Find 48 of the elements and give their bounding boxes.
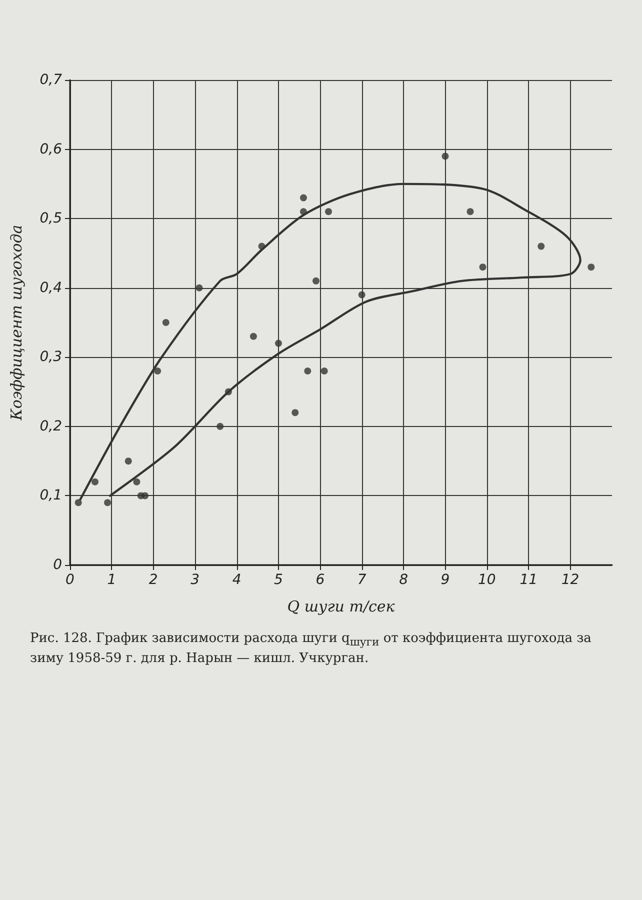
point [92,478,99,486]
y-tick-label: 0,5 [40,210,62,227]
point [304,368,312,374]
point [74,499,82,506]
x-tick-label: 1 [107,572,116,588]
point [479,264,486,271]
x-tick-label: 12 [561,572,580,588]
point [274,340,282,347]
point [250,332,257,340]
point [300,194,307,202]
x-tick-label: 0 [66,572,75,588]
x-tick-label: 7 [357,572,366,588]
x-tick-label: 3 [190,572,200,588]
point [216,422,224,430]
point [104,499,112,506]
point [320,368,328,374]
x-tick-label: 5 [274,572,283,588]
y-axis-title: Коэффициент шугохода [8,224,26,422]
y-tick-label: 0,2 [40,418,62,434]
point [154,368,162,374]
point [442,152,449,160]
y-tick-label: 0,7 [40,72,62,88]
point [588,264,595,271]
y-tick-label: 0,6 [40,141,62,158]
x-axis-title: Q шуги т/сек [287,598,395,616]
x-tick-label: 10 [478,572,496,588]
point [137,492,144,500]
x-tick-label: 11 [520,572,538,588]
point [538,242,545,250]
x-tick-label: 2 [148,572,158,588]
y-tick-label: 0,1 [40,488,62,504]
point [358,291,366,298]
x-tick-label: 6 [316,572,325,588]
point [162,319,170,326]
text: Рис. 128. График зависимости расхода шуги q$_{шуги}$ от коэффициента шугохода за зиму 1958-59 г. для р. Нарын — кишл. Учкурган. [30,630,592,668]
point [325,208,332,216]
y-tick-label: 0 [53,557,62,573]
point [124,458,132,465]
y-tick-label: 0,3 [40,349,62,366]
point [133,478,140,486]
point [312,277,320,284]
point [292,409,299,416]
x-tick-label: 8 [399,572,408,588]
y-tick-label: 0,4 [40,280,62,296]
x-tick-label: 9 [440,572,450,588]
x-tick-label: 4 [232,572,242,588]
point [196,284,203,292]
point [466,208,474,216]
